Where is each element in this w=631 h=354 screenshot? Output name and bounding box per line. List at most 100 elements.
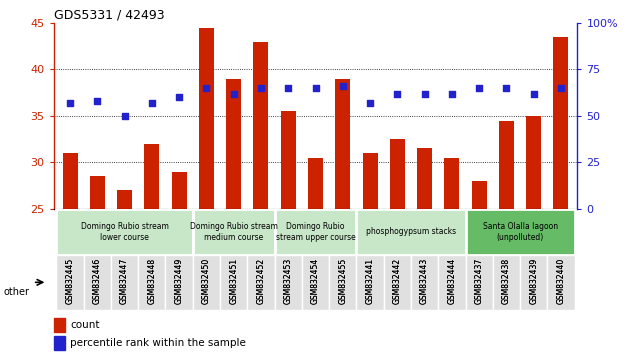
Point [174, 95, 184, 100]
Bar [363, 153, 377, 209]
Bar [274, 255, 302, 310]
Bar [247, 255, 274, 310]
Text: GSM832452: GSM832452 [256, 258, 266, 304]
Point [420, 91, 430, 96]
Bar [417, 148, 432, 209]
Point [392, 91, 403, 96]
Text: GSM832440: GSM832440 [557, 258, 565, 304]
Point [447, 91, 457, 96]
Point [201, 85, 211, 91]
Bar [499, 121, 514, 209]
Bar [54, 336, 65, 350]
Bar [111, 255, 138, 310]
Text: GSM832447: GSM832447 [120, 258, 129, 304]
Text: GSM832449: GSM832449 [175, 258, 184, 304]
Bar [54, 318, 65, 332]
Text: GSM832442: GSM832442 [393, 258, 402, 304]
Text: GSM832454: GSM832454 [311, 258, 320, 304]
Bar [56, 255, 84, 310]
Bar [226, 79, 241, 209]
Bar [526, 116, 541, 209]
Text: GSM832448: GSM832448 [147, 258, 156, 304]
Text: GSM832450: GSM832450 [202, 258, 211, 304]
Text: GSM832443: GSM832443 [420, 258, 429, 304]
Text: GSM832444: GSM832444 [447, 258, 456, 304]
Point [529, 91, 539, 96]
Text: count: count [70, 320, 100, 330]
Point [502, 85, 512, 91]
Bar [281, 111, 296, 209]
Point [556, 85, 566, 91]
Bar [302, 255, 329, 310]
Bar [357, 255, 384, 310]
Bar [62, 153, 78, 209]
Bar [254, 41, 268, 209]
Bar [274, 209, 357, 255]
Bar [444, 158, 459, 209]
Bar [220, 255, 247, 310]
Text: GSM832438: GSM832438 [502, 258, 511, 304]
Text: GSM832438: GSM832438 [502, 258, 511, 304]
Text: GSM832445: GSM832445 [66, 258, 74, 304]
Text: phosphogypsum stacks: phosphogypsum stacks [366, 227, 456, 236]
Bar [165, 255, 192, 310]
Bar [56, 209, 192, 255]
Bar [411, 255, 439, 310]
Bar [192, 209, 274, 255]
Point [310, 85, 321, 91]
Text: GSM832455: GSM832455 [338, 258, 347, 304]
Bar [466, 209, 575, 255]
Bar [192, 255, 220, 310]
Text: GSM832446: GSM832446 [93, 258, 102, 304]
Bar [117, 190, 132, 209]
Text: GSM832454: GSM832454 [311, 258, 320, 304]
Text: GSM832441: GSM832441 [365, 258, 375, 304]
Text: Domingo Rubio stream
medium course: Domingo Rubio stream medium course [190, 222, 278, 241]
Text: GSM832451: GSM832451 [229, 258, 238, 304]
Point [92, 98, 102, 104]
Point [256, 85, 266, 91]
Text: GSM832439: GSM832439 [529, 258, 538, 304]
Text: GSM832453: GSM832453 [284, 258, 293, 304]
Text: GSM832450: GSM832450 [202, 258, 211, 304]
Text: GSM832437: GSM832437 [475, 258, 484, 304]
Text: GSM832441: GSM832441 [365, 258, 375, 304]
Text: GSM832449: GSM832449 [175, 258, 184, 304]
Point [65, 100, 75, 106]
Bar [90, 176, 105, 209]
Point [147, 100, 157, 106]
Bar [144, 144, 160, 209]
Text: GSM832453: GSM832453 [284, 258, 293, 304]
Bar [466, 255, 493, 310]
Point [283, 85, 293, 91]
Bar [329, 255, 357, 310]
Text: GSM832439: GSM832439 [529, 258, 538, 304]
Text: GSM832451: GSM832451 [229, 258, 238, 304]
Bar [84, 255, 111, 310]
Text: GSM832442: GSM832442 [393, 258, 402, 304]
Bar [199, 28, 214, 209]
Point [365, 100, 375, 106]
Text: GSM832437: GSM832437 [475, 258, 484, 304]
Bar [520, 255, 547, 310]
Point [338, 84, 348, 89]
Bar [471, 181, 487, 209]
Text: GSM832445: GSM832445 [66, 258, 74, 304]
Text: GSM832448: GSM832448 [147, 258, 156, 304]
Text: Santa Olalla lagoon
(unpolluted): Santa Olalla lagoon (unpolluted) [483, 222, 558, 241]
Bar [335, 79, 350, 209]
Text: GSM832447: GSM832447 [120, 258, 129, 304]
Bar [172, 172, 187, 209]
Bar [493, 255, 520, 310]
Bar [357, 209, 466, 255]
Text: GDS5331 / 42493: GDS5331 / 42493 [54, 9, 164, 22]
Text: percentile rank within the sample: percentile rank within the sample [70, 338, 246, 348]
Text: GSM832446: GSM832446 [93, 258, 102, 304]
Text: Domingo Rubio stream
lower course: Domingo Rubio stream lower course [81, 222, 168, 241]
Text: GSM832443: GSM832443 [420, 258, 429, 304]
Point [474, 85, 484, 91]
Text: GSM832452: GSM832452 [256, 258, 266, 304]
Point [119, 113, 129, 119]
Bar [138, 255, 165, 310]
Bar [547, 255, 575, 310]
